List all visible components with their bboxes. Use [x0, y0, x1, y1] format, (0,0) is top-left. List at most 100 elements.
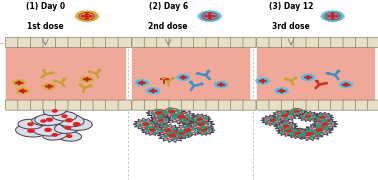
Circle shape	[183, 76, 184, 77]
Polygon shape	[158, 105, 185, 118]
Circle shape	[183, 116, 186, 118]
Circle shape	[197, 118, 203, 120]
Circle shape	[45, 128, 51, 131]
Circle shape	[155, 120, 158, 122]
Polygon shape	[305, 123, 333, 137]
Circle shape	[332, 16, 334, 17]
FancyBboxPatch shape	[5, 100, 19, 110]
Circle shape	[310, 77, 311, 78]
Circle shape	[186, 132, 189, 133]
FancyBboxPatch shape	[156, 37, 170, 48]
FancyBboxPatch shape	[105, 37, 119, 48]
Circle shape	[155, 109, 159, 111]
Circle shape	[139, 124, 142, 126]
Circle shape	[16, 88, 29, 94]
Circle shape	[43, 70, 45, 71]
Polygon shape	[188, 114, 211, 124]
Circle shape	[53, 80, 56, 82]
Text: (1) Day 0: (1) Day 0	[26, 2, 65, 11]
FancyBboxPatch shape	[243, 100, 256, 110]
Circle shape	[80, 76, 94, 82]
Polygon shape	[157, 129, 187, 142]
Circle shape	[297, 113, 299, 114]
Circle shape	[325, 83, 328, 84]
Circle shape	[193, 124, 197, 126]
Circle shape	[177, 113, 181, 115]
Circle shape	[150, 123, 153, 124]
Circle shape	[295, 132, 301, 135]
Circle shape	[15, 82, 17, 83]
Circle shape	[281, 92, 282, 93]
Circle shape	[306, 130, 310, 132]
FancyBboxPatch shape	[368, 100, 378, 110]
Circle shape	[345, 85, 347, 86]
Circle shape	[316, 118, 319, 119]
Circle shape	[208, 14, 211, 15]
Circle shape	[218, 84, 220, 85]
FancyBboxPatch shape	[318, 37, 332, 48]
Polygon shape	[170, 128, 194, 139]
Polygon shape	[146, 107, 172, 119]
Circle shape	[326, 116, 329, 117]
Circle shape	[277, 116, 281, 117]
Circle shape	[173, 117, 177, 119]
Circle shape	[266, 120, 269, 122]
Text: (3) Day 12: (3) Day 12	[269, 2, 313, 11]
Circle shape	[203, 118, 206, 119]
Circle shape	[337, 71, 340, 72]
Circle shape	[141, 82, 143, 83]
Circle shape	[301, 132, 304, 133]
Circle shape	[48, 85, 50, 86]
Circle shape	[201, 129, 207, 132]
FancyBboxPatch shape	[206, 100, 219, 110]
Circle shape	[51, 86, 53, 87]
FancyBboxPatch shape	[218, 37, 231, 48]
FancyBboxPatch shape	[331, 100, 344, 110]
Circle shape	[79, 84, 82, 85]
Circle shape	[179, 132, 185, 135]
Circle shape	[172, 78, 174, 79]
Circle shape	[88, 71, 91, 72]
Circle shape	[300, 110, 303, 111]
FancyBboxPatch shape	[294, 37, 307, 48]
Circle shape	[86, 79, 88, 80]
Circle shape	[288, 132, 292, 134]
FancyBboxPatch shape	[169, 100, 182, 110]
Circle shape	[294, 108, 297, 110]
Circle shape	[319, 132, 323, 134]
FancyBboxPatch shape	[156, 100, 170, 110]
FancyBboxPatch shape	[331, 37, 344, 48]
Polygon shape	[187, 118, 215, 130]
Polygon shape	[193, 125, 215, 135]
Circle shape	[285, 78, 287, 79]
Polygon shape	[154, 124, 181, 136]
Circle shape	[302, 116, 305, 118]
Polygon shape	[295, 127, 324, 141]
Circle shape	[184, 129, 191, 132]
FancyBboxPatch shape	[5, 37, 19, 48]
Ellipse shape	[53, 111, 77, 121]
Circle shape	[305, 77, 307, 78]
Circle shape	[198, 123, 204, 126]
FancyBboxPatch shape	[281, 100, 294, 110]
FancyBboxPatch shape	[132, 37, 145, 48]
Circle shape	[53, 110, 57, 112]
Circle shape	[270, 119, 276, 122]
Circle shape	[200, 83, 203, 85]
Text: 2nd dose: 2nd dose	[149, 22, 188, 31]
Circle shape	[220, 85, 222, 86]
Circle shape	[291, 111, 293, 113]
Circle shape	[331, 14, 334, 15]
Circle shape	[180, 130, 183, 132]
Circle shape	[306, 132, 313, 136]
FancyBboxPatch shape	[368, 37, 378, 48]
FancyBboxPatch shape	[93, 37, 106, 48]
Circle shape	[256, 78, 270, 84]
Circle shape	[276, 119, 279, 120]
Circle shape	[164, 129, 171, 132]
Circle shape	[294, 110, 299, 112]
FancyBboxPatch shape	[181, 37, 194, 48]
Circle shape	[279, 126, 282, 128]
Circle shape	[172, 138, 176, 139]
Circle shape	[302, 134, 305, 136]
